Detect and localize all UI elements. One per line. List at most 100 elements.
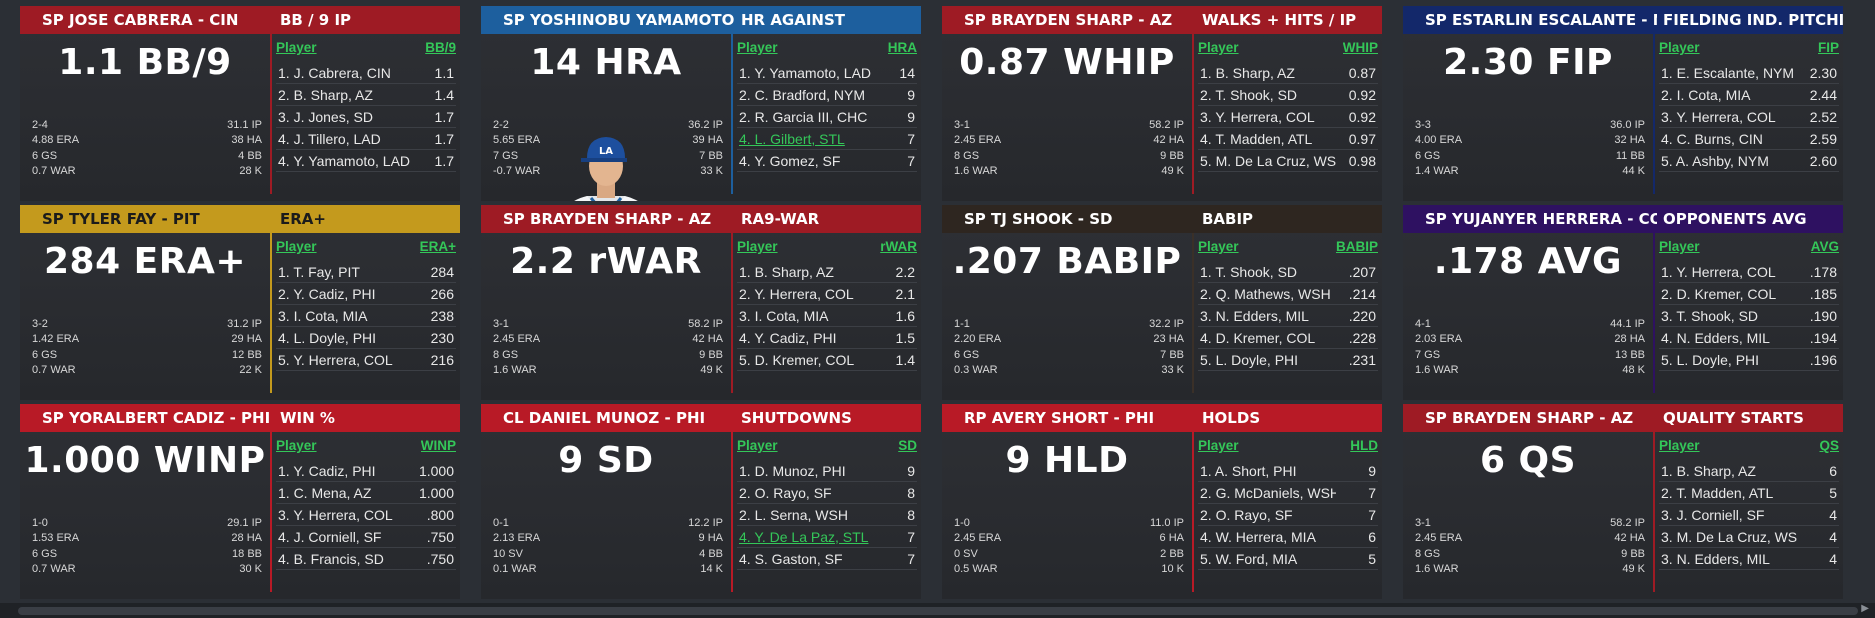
leaderboard-player[interactable]: 5. W. Ford, MIA	[1200, 550, 1298, 567]
leaderboard-player[interactable]: 1. B. Sharp, AZ	[1661, 462, 1756, 479]
leaderboard-player[interactable]: 4. Y. Gomez, SF	[739, 152, 841, 169]
scrollbar-thumb[interactable]	[18, 607, 1858, 615]
leaderboard-row[interactable]: 2. R. Garcia III, CHC 9	[737, 106, 917, 128]
leaderboard-row[interactable]: 3. I. Cota, MIA 238	[276, 305, 456, 327]
leaderboard-player[interactable]: 1. B. Sharp, AZ	[739, 263, 834, 280]
leaderboard-player[interactable]: 4. N. Edders, MIL	[1661, 329, 1770, 346]
player-column-header[interactable]: Player	[1659, 239, 1700, 254]
leaderboard-player[interactable]: 4. Y. De La Paz, STL	[739, 528, 869, 545]
leader-player-name[interactable]: SP BRAYDEN SHARP - AZ	[1425, 409, 1634, 427]
leaderboard-row[interactable]: 1. B. Sharp, AZ 2.2	[737, 261, 917, 283]
leaderboard-row[interactable]: 1. Y. Yamamoto, LAD 14	[737, 62, 917, 84]
leaderboard-player[interactable]: 4. Y. Cadiz, PHI	[739, 329, 837, 346]
leaderboard-player[interactable]: 2. B. Sharp, AZ	[278, 86, 373, 103]
leaderboard-row[interactable]: 5. L. Doyle, PHI .231	[1198, 349, 1378, 371]
leaderboard-row[interactable]: 1. T. Fay, PIT 284	[276, 261, 456, 283]
leaderboard-player[interactable]: 4. Y. Yamamoto, LAD	[278, 152, 411, 169]
leaderboard-player[interactable]: 3. T. Shook, SD	[1661, 307, 1759, 324]
leaderboard-player[interactable]: 5. D. Kremer, COL	[739, 351, 855, 368]
leaderboard-row[interactable]: 4. T. Madden, ATL 0.97	[1198, 128, 1378, 150]
leaderboard-row[interactable]: 3. Y. Herrera, COL .800	[276, 504, 456, 526]
leaderboard-row[interactable]: 2. T. Shook, SD 0.92	[1198, 84, 1378, 106]
stat-column-header[interactable]: QS	[1819, 438, 1839, 453]
leaderboard-player[interactable]: 4. B. Francis, SD	[278, 550, 384, 567]
stat-column-header[interactable]: WINP	[420, 438, 456, 453]
leaderboard-row[interactable]: 4. S. Gaston, SF 7	[737, 548, 917, 570]
leaderboard-player[interactable]: 2. T. Madden, ATL	[1661, 484, 1774, 501]
leader-player-name[interactable]: SP TYLER FAY - PIT	[42, 210, 200, 228]
leaderboard-player[interactable]: 2. I. Cota, MIA	[1661, 86, 1751, 103]
leaderboard-row[interactable]: 3. I. Cota, MIA 1.6	[737, 305, 917, 327]
leaderboard-row[interactable]: 1. B. Sharp, AZ 6	[1659, 460, 1839, 482]
player-column-header[interactable]: Player	[737, 438, 778, 453]
leaderboard-player[interactable]: 3. I. Cota, MIA	[278, 307, 368, 324]
leader-player-name[interactable]: SP BRAYDEN SHARP - AZ	[503, 210, 712, 228]
leaderboard-player[interactable]: 4. S. Gaston, SF	[739, 550, 843, 567]
stat-column-header[interactable]: WHIP	[1342, 40, 1378, 55]
leaderboard-row[interactable]: 4. W. Herrera, MIA 6	[1198, 526, 1378, 548]
leaderboard-player[interactable]: 2. T. Shook, SD	[1200, 86, 1298, 103]
leaderboard-player[interactable]: 5. M. De La Cruz, WSH	[1200, 152, 1336, 169]
leaderboard-row[interactable]: 4. J. Corniell, SF .750	[276, 526, 456, 548]
leaderboard-player[interactable]: 2. L. Serna, WSH	[739, 506, 848, 523]
leaderboard-player[interactable]: 3. M. De La Cruz, WSH	[1661, 528, 1797, 545]
leader-card[interactable]: SP YUJANYER HERRERA - COL OPPONENTS AVG .1…	[1403, 205, 1843, 400]
leaderboard-row[interactable]: 5. D. Kremer, COL 1.4	[737, 349, 917, 371]
leaderboard-row[interactable]: 1. B. Sharp, AZ 0.87	[1198, 62, 1378, 84]
leaderboard-player[interactable]: 4. J. Corniell, SF	[278, 528, 382, 545]
leaderboard-row[interactable]: 3. J. Jones, SD 1.7	[276, 106, 456, 128]
leaderboard-player[interactable]: 2. O. Rayo, SF	[1200, 506, 1293, 523]
leaderboard-row[interactable]: 3. N. Edders, MIL .220	[1198, 305, 1378, 327]
leaderboard-player[interactable]: 2. R. Garcia III, CHC	[739, 108, 868, 125]
leaderboard-row[interactable]: 1. D. Munoz, PHI 9	[737, 460, 917, 482]
leaderboard-player[interactable]: 4. D. Kremer, COL	[1200, 329, 1316, 346]
leaderboard-player[interactable]: 1. D. Munoz, PHI	[739, 462, 846, 479]
leader-card[interactable]: SP BRAYDEN SHARP - AZ WALKS + HITS / IP 0.…	[942, 6, 1382, 201]
leaderboard-row[interactable]: 3. Y. Herrera, COL 2.52	[1659, 106, 1839, 128]
leaderboard-player[interactable]: 1. T. Shook, SD	[1200, 263, 1298, 280]
leaderboard-player[interactable]: 4. L. Gilbert, STL	[739, 130, 845, 147]
leaderboard-player[interactable]: 2. Y. Cadiz, PHI	[278, 285, 376, 302]
leaderboard-row[interactable]: 2. Y. Cadiz, PHI 266	[276, 283, 456, 305]
leader-card[interactable]: SP TJ SHOOK - SD BABIP .207 BABIP 1-1 2.20 E…	[942, 205, 1382, 400]
stat-column-header[interactable]: rWAR	[880, 239, 917, 254]
player-column-header[interactable]: Player	[1198, 438, 1239, 453]
leaderboard-row[interactable]: 5. W. Ford, MIA 5	[1198, 548, 1378, 570]
leaderboard-row[interactable]: 4. Y. Yamamoto, LAD 1.7	[276, 150, 456, 172]
leaderboard-row[interactable]: 1. E. Escalante, NYM 2.30	[1659, 62, 1839, 84]
stat-column-header[interactable]: FIP	[1817, 40, 1839, 55]
leaderboard-row[interactable]: 2. O. Rayo, SF 8	[737, 482, 917, 504]
leaderboard-player[interactable]: 4. T. Madden, ATL	[1200, 130, 1313, 147]
stat-column-header[interactable]: HRA	[887, 40, 917, 55]
leaderboard-row[interactable]: 5. M. De La Cruz, WSH 0.98	[1198, 150, 1378, 172]
leaderboard-row[interactable]: 2. Q. Mathews, WSH .214	[1198, 283, 1378, 305]
leaderboard-player[interactable]: 5. L. Doyle, PHI	[1200, 351, 1299, 368]
leaderboard-row[interactable]: 2. G. McDaniels, WSH 7	[1198, 482, 1378, 504]
stat-column-header[interactable]: SD	[898, 438, 917, 453]
player-column-header[interactable]: Player	[737, 239, 778, 254]
leaderboard-row[interactable]: 1. Y. Cadiz, PHI 1.000	[276, 460, 456, 482]
leaderboard-player[interactable]: 1. J. Cabrera, CIN	[278, 64, 391, 81]
leaderboard-player[interactable]: 5. Y. Herrera, COL	[278, 351, 393, 368]
leaderboard-row[interactable]: 4. Y. Gomez, SF 7	[737, 150, 917, 172]
leaderboard-row[interactable]: 4. Y. De La Paz, STL 7	[737, 526, 917, 548]
player-column-header[interactable]: Player	[276, 438, 317, 453]
leader-card[interactable]: SP YORALBERT CADIZ - PHI WIN % 1.000 WINP 1…	[20, 404, 460, 599]
leaderboard-player[interactable]: 3. Y. Herrera, COL	[1661, 108, 1776, 125]
leader-card[interactable]: SP YOSHINOBU YAMAMOTO - LAD HR AGAINST 14 …	[481, 6, 921, 201]
player-column-header[interactable]: Player	[737, 40, 778, 55]
leaderboard-row[interactable]: 3. Y. Herrera, COL 0.92	[1198, 106, 1378, 128]
stat-column-header[interactable]: BB/9	[425, 40, 456, 55]
leaderboard-row[interactable]: 1. C. Mena, AZ 1.000	[276, 482, 456, 504]
stat-column-header[interactable]: ERA+	[419, 239, 456, 254]
leader-card[interactable]: SP ESTARLIN ESCALANTE - NYM FIELDING IND.…	[1403, 6, 1843, 201]
leaderboard-row[interactable]: 1. T. Shook, SD .207	[1198, 261, 1378, 283]
leaderboard-row[interactable]: 5. A. Ashby, NYM 2.60	[1659, 150, 1839, 172]
player-column-header[interactable]: Player	[276, 239, 317, 254]
leaderboard-row[interactable]: 2. I. Cota, MIA 2.44	[1659, 84, 1839, 106]
leader-card[interactable]: SP BRAYDEN SHARP - AZ QUALITY STARTS 6 QS 3…	[1403, 404, 1843, 599]
leaderboard-player[interactable]: 2. C. Bradford, NYM	[739, 86, 866, 103]
leader-card[interactable]: RP AVERY SHORT - PHI HOLDS 9 HLD 1-0 2.45 ER…	[942, 404, 1382, 599]
leaderboard-row[interactable]: 2. Y. Herrera, COL 2.1	[737, 283, 917, 305]
leaderboard-row[interactable]: 2. O. Rayo, SF 7	[1198, 504, 1378, 526]
